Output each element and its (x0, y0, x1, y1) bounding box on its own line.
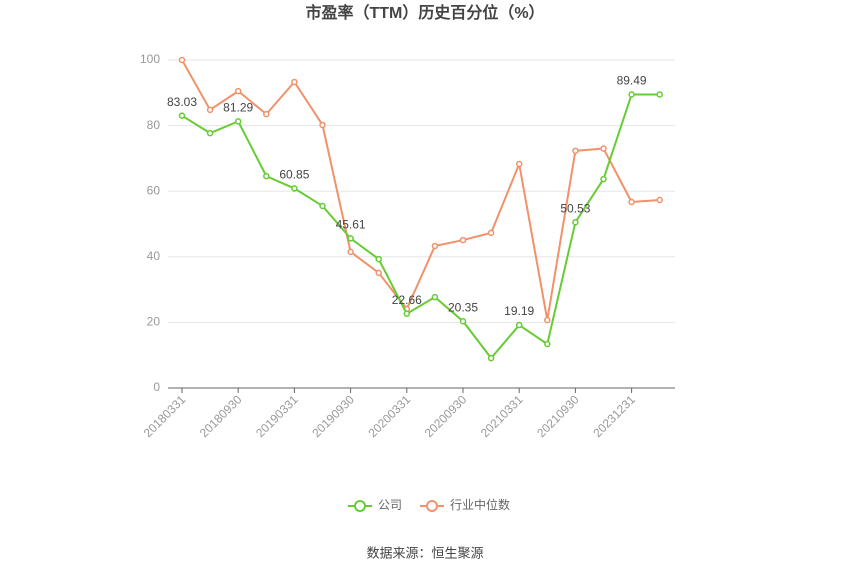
data-label: 19.19 (504, 304, 534, 318)
y-tick-label: 60 (147, 183, 161, 197)
point (487, 354, 495, 362)
point (515, 160, 523, 168)
point (206, 129, 214, 137)
legend-label: 行业中位数 (450, 497, 510, 512)
point (403, 310, 411, 317)
data-label: 20.35 (448, 300, 478, 314)
point (459, 236, 467, 244)
point (178, 112, 186, 119)
point (375, 269, 382, 277)
point (600, 175, 607, 183)
point (206, 106, 214, 114)
x-tick-label: 20210930 (534, 392, 582, 440)
point (431, 293, 439, 301)
legend-label: 公司 (378, 498, 402, 512)
y-tick-label: 0 (153, 380, 160, 394)
point (600, 145, 607, 152)
point (319, 202, 326, 210)
y-tick-label: 40 (147, 249, 161, 263)
x-tick-label: 20231231 (590, 392, 638, 440)
point (459, 318, 467, 325)
point (234, 118, 242, 125)
series-line (181, 93, 660, 360)
x-tick-label: 20210331 (478, 392, 526, 440)
point (347, 248, 354, 256)
point (431, 242, 439, 250)
point (656, 91, 663, 98)
x-tick-label: 20190930 (309, 392, 357, 440)
point (544, 340, 551, 348)
point (656, 196, 663, 204)
data-label: 60.85 (279, 168, 309, 182)
point (347, 235, 354, 242)
data-label: 81.29 (223, 101, 253, 115)
x-tick-label: 20180930 (197, 392, 245, 440)
point (572, 219, 579, 226)
point (291, 185, 298, 192)
x-tick-label: 20200930 (422, 392, 470, 440)
point (291, 78, 298, 86)
point (487, 229, 495, 237)
data-label: 50.53 (560, 201, 590, 215)
legend-marker (354, 500, 366, 512)
data-label: 83.03 (167, 95, 197, 109)
legend-marker (426, 500, 438, 512)
data-label: 45.61 (336, 218, 366, 232)
point (319, 121, 326, 129)
y-tick-label: 20 (147, 315, 161, 329)
point (628, 198, 635, 206)
point (375, 255, 382, 263)
x-tick-label: 20190331 (253, 392, 301, 440)
point (628, 91, 635, 98)
source: 数据来源：恒生聚源 (366, 545, 483, 560)
data-label: 22.66 (392, 293, 422, 307)
data-label: 89.49 (617, 74, 647, 88)
point (178, 56, 186, 64)
x-tick-label: 20180331 (141, 392, 189, 440)
point (572, 147, 579, 155)
chart-title: 市盈率（TTM）历史百分位（%） (305, 3, 544, 22)
series-line (181, 59, 660, 321)
point (263, 172, 270, 180)
point (263, 110, 270, 118)
y-tick-label: 100 (140, 52, 160, 66)
y-tick-label: 80 (147, 118, 161, 132)
point (544, 316, 551, 324)
point (515, 321, 523, 329)
x-tick-label: 20200331 (366, 392, 414, 440)
point (234, 87, 242, 95)
